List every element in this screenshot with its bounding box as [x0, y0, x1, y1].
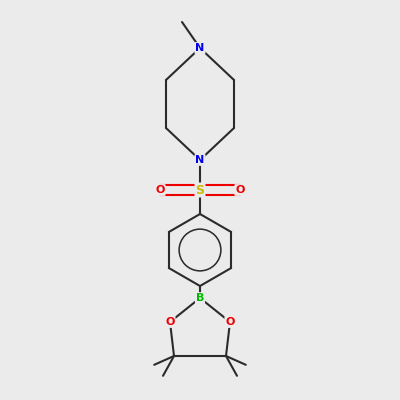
Text: N: N — [195, 43, 205, 53]
Text: S: S — [196, 184, 204, 196]
Text: O: O — [155, 185, 165, 195]
Text: N: N — [195, 155, 205, 165]
Text: O: O — [225, 317, 235, 327]
Text: O: O — [235, 185, 245, 195]
Text: O: O — [165, 317, 175, 327]
Text: B: B — [196, 293, 204, 303]
